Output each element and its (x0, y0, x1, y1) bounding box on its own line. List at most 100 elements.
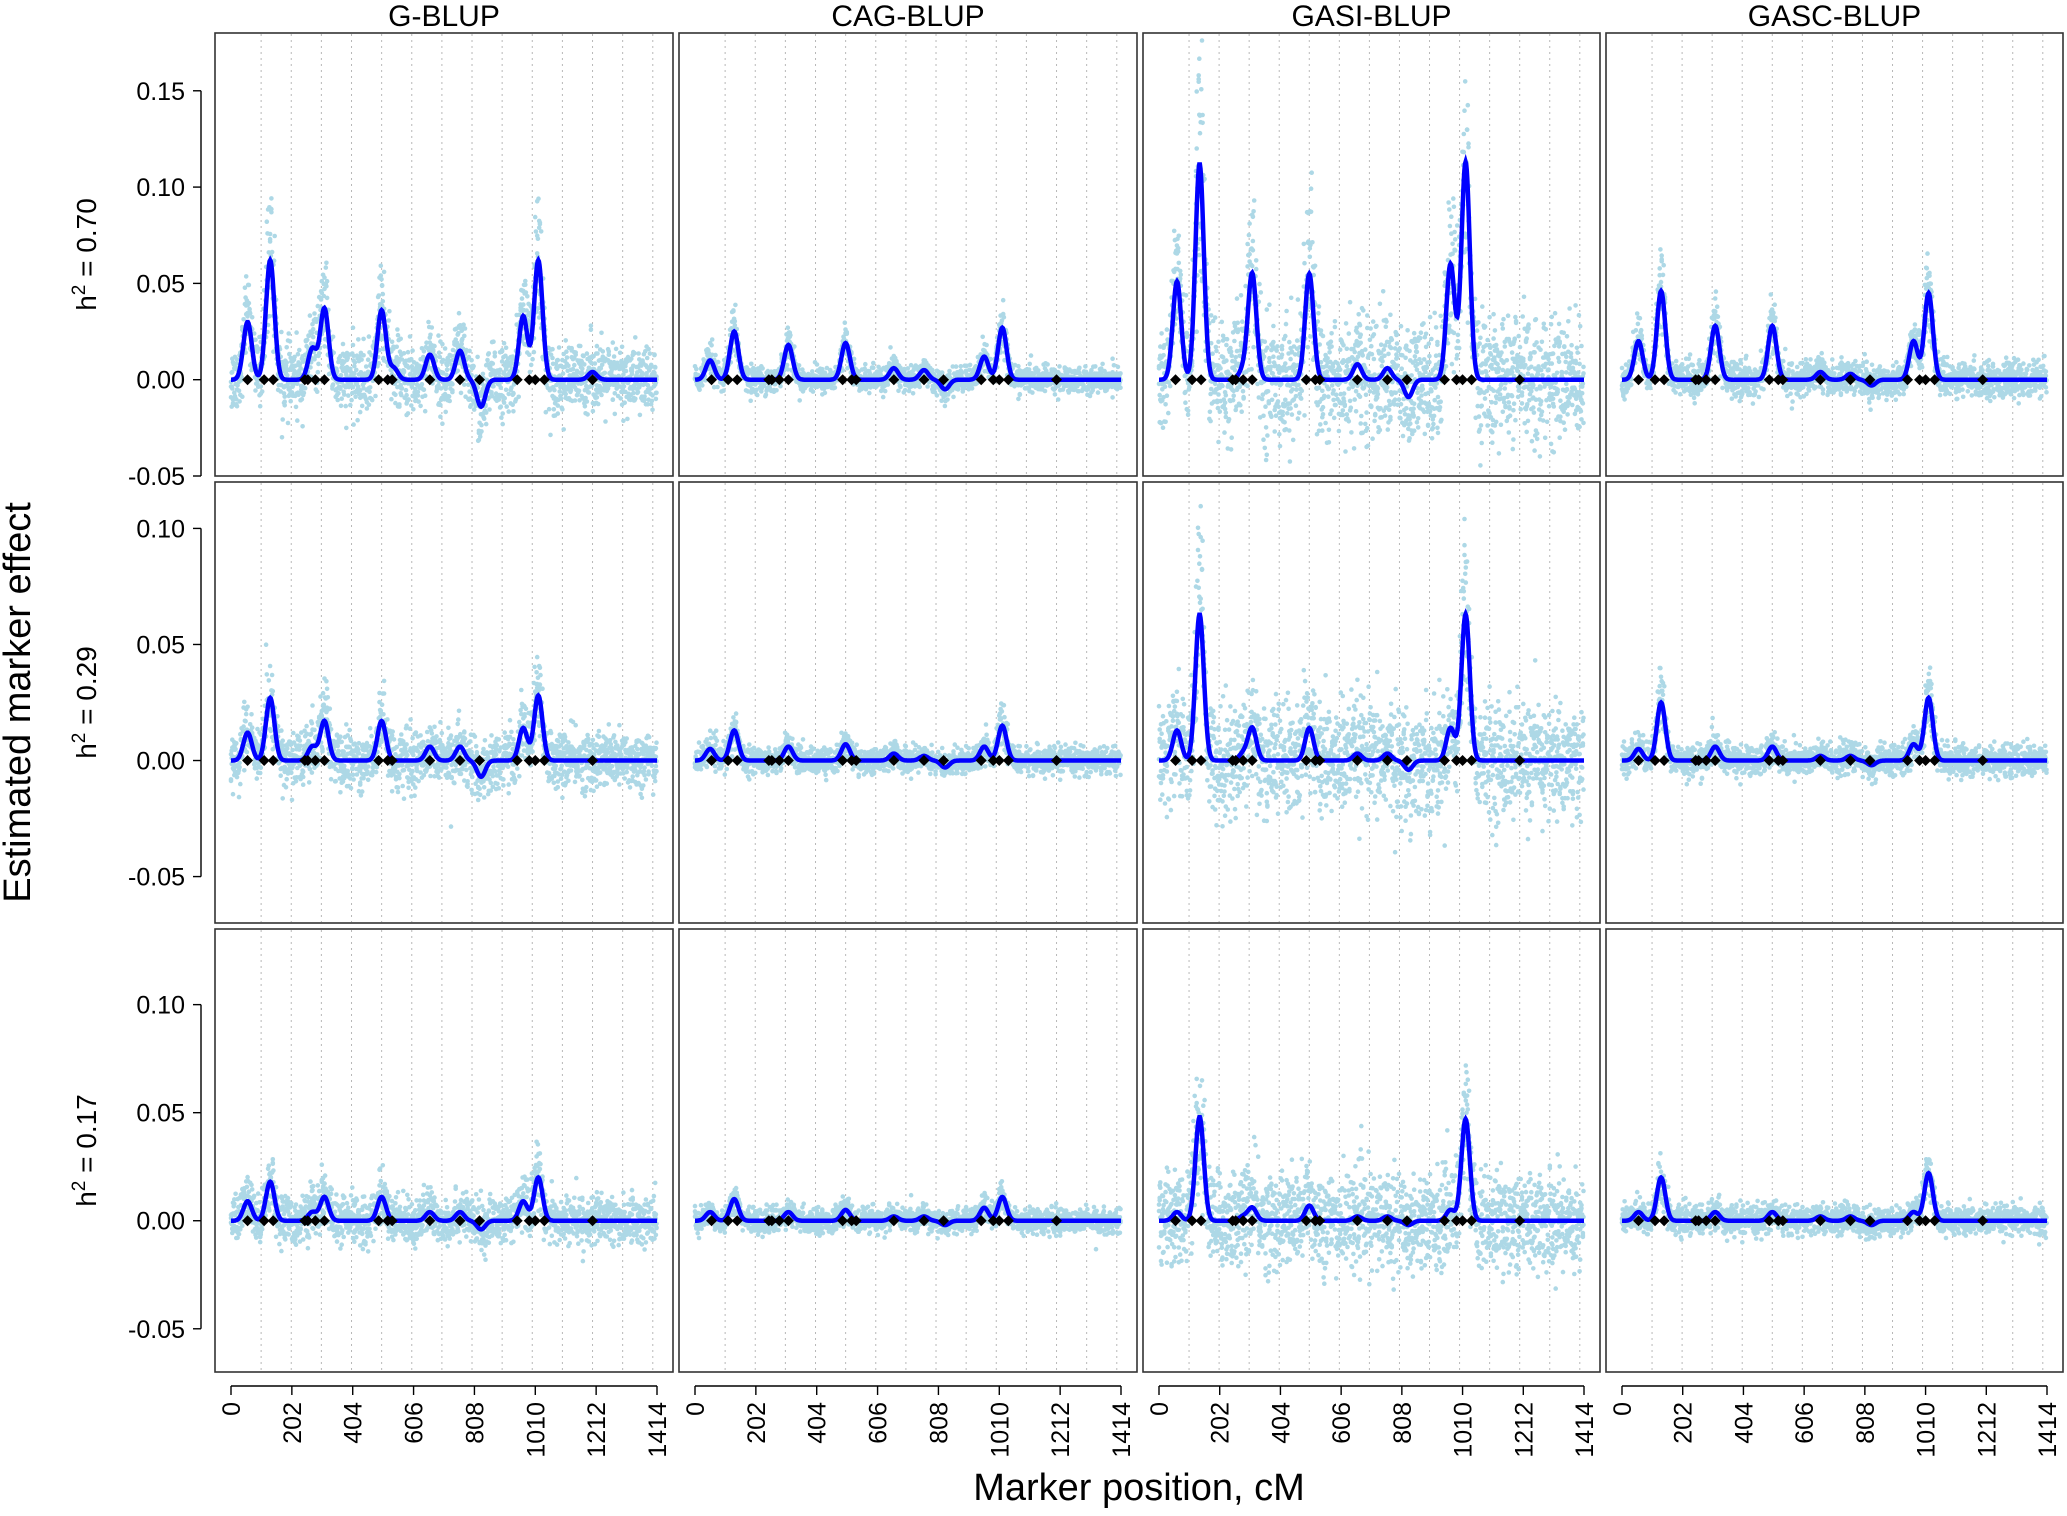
scatter-point (968, 363, 973, 368)
scatter-point (450, 382, 455, 387)
scatter-point (478, 434, 483, 439)
y-tick-label: 0.00 (136, 367, 185, 395)
scatter-point (343, 404, 348, 409)
scatter-point (404, 388, 409, 393)
scatter-point (308, 313, 313, 318)
scatter-point (1166, 411, 1171, 416)
scatter-point (721, 383, 726, 388)
scatter-point (300, 397, 305, 402)
scatter-point (1231, 398, 1236, 403)
scatter-point (1359, 414, 1364, 419)
scatter-point (1271, 324, 1276, 329)
scatter-point (1373, 413, 1378, 418)
scatter-point (1330, 383, 1335, 388)
scatter-point (1027, 367, 1032, 372)
scatter-point (1365, 426, 1370, 431)
scatter-point (1283, 361, 1288, 366)
scatter-point (394, 345, 399, 350)
scatter-point (351, 343, 356, 348)
scatter-point (381, 292, 386, 297)
scatter-point (1347, 419, 1352, 424)
scatter-point (1283, 398, 1288, 403)
panel-gasi-blup-row-1 (1143, 33, 1600, 476)
scatter-point (305, 338, 310, 343)
scatter-point (1360, 353, 1365, 358)
scatter-point (1302, 261, 1307, 266)
scatter-point (1333, 403, 1338, 408)
scatter-point (1081, 382, 1086, 387)
scatter-point (1271, 354, 1276, 359)
scatter-point (279, 330, 284, 335)
scatter-point (1319, 328, 1324, 333)
scatter-point (316, 362, 321, 367)
scatter-point (1358, 341, 1363, 346)
scatter-point (566, 364, 571, 369)
scatter-point (498, 368, 503, 373)
scatter-point (471, 364, 476, 369)
scatter-point (1338, 367, 1343, 372)
scatter-point (269, 196, 274, 201)
scatter-point (1276, 399, 1281, 404)
scatter-point (1384, 324, 1389, 329)
scatter-point (1220, 320, 1225, 325)
scatter-point (694, 367, 699, 372)
scatter-point (1282, 420, 1287, 425)
scatter-point (1329, 408, 1334, 413)
scatter-point (444, 373, 449, 378)
scatter-point (618, 396, 623, 401)
panel-cag-blup-row-1 (679, 33, 1137, 476)
scatter-point (331, 382, 336, 387)
scatter-point (1358, 332, 1363, 337)
scatter-point (1240, 319, 1245, 324)
scatter-point (569, 346, 574, 351)
scatter-point (1276, 405, 1281, 410)
scatter-point (917, 385, 922, 390)
panel-frame (679, 33, 1137, 476)
scatter-point (1280, 347, 1285, 352)
scatter-point (1309, 210, 1314, 215)
scatter-point (386, 318, 391, 323)
scatter-point (943, 404, 948, 409)
scatter-point (1271, 340, 1276, 345)
scatter-point (450, 390, 455, 395)
scatter-point (548, 433, 553, 438)
scatter-point (1342, 391, 1347, 396)
scatter-point (980, 335, 985, 340)
scatter-point (1296, 416, 1301, 421)
scatter-point (342, 392, 347, 397)
scatter-point (499, 404, 504, 409)
scatter-point (1229, 435, 1234, 440)
scatter-point (596, 402, 601, 407)
scatter-point (1275, 344, 1280, 349)
scatter-point (774, 388, 779, 393)
scatter-point (315, 389, 320, 394)
scatter-point (624, 369, 629, 374)
scatter-point (1332, 416, 1337, 421)
scatter-point (1165, 327, 1170, 332)
scatter-point (511, 391, 516, 396)
scatter-point (1345, 364, 1350, 369)
scatter-point (491, 339, 496, 344)
scatter-point (633, 335, 638, 340)
scatter-point (423, 409, 428, 414)
scatter-point (1002, 315, 1007, 320)
scatter-point (1358, 323, 1363, 328)
scatter-point (247, 307, 252, 312)
scatter-point (1030, 390, 1035, 395)
scatter-point (633, 397, 638, 402)
scatter-point (1216, 440, 1221, 445)
scatter-point (286, 421, 291, 426)
scatter-point (506, 409, 511, 414)
scatter-point (561, 427, 566, 432)
scatter-point (430, 325, 435, 330)
scatter-point (1380, 364, 1385, 369)
scatter-point (532, 350, 537, 355)
scatter-point (1251, 248, 1256, 253)
scatter-point (367, 390, 372, 395)
scatter-point (462, 382, 467, 387)
scatter-point (611, 397, 616, 402)
scatter-point (258, 404, 263, 409)
scatter-point (1273, 393, 1278, 398)
scatter-point (1110, 395, 1115, 400)
scatter-point (1053, 392, 1058, 397)
